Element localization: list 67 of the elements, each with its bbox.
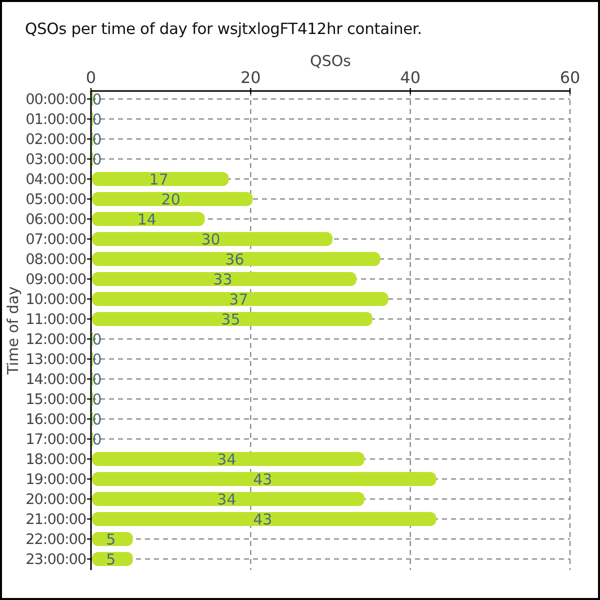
y-tick-label: 13:00:00 [26, 352, 86, 368]
data-label: 0 [92, 150, 102, 168]
x-tick-label: 20 [240, 68, 261, 87]
data-label: 0 [92, 410, 102, 428]
data-label: 43 [253, 510, 272, 528]
y-tick-label: 20:00:00 [26, 492, 86, 508]
y-tick-label: 00:00:00 [26, 92, 86, 108]
y-tick-label: 18:00:00 [26, 452, 86, 468]
y-tick-label: 05:00:00 [26, 192, 86, 208]
y-tick-label: 16:00:00 [26, 412, 86, 428]
x-tick-label: 0 [86, 68, 96, 87]
data-label: 33 [213, 270, 232, 288]
bar [92, 252, 380, 266]
y-tick-label: 07:00:00 [26, 232, 86, 248]
data-label: 0 [92, 330, 102, 348]
data-label: 14 [137, 210, 156, 228]
bar [92, 292, 388, 306]
data-label: 5 [106, 550, 116, 568]
y-tick-label: 04:00:00 [26, 172, 86, 188]
data-label: 17 [149, 170, 168, 188]
data-label: 0 [92, 370, 102, 388]
y-tick-label: 21:00:00 [26, 512, 86, 528]
data-label: 0 [92, 90, 102, 108]
y-tick-label: 11:00:00 [26, 312, 86, 328]
bar [92, 232, 332, 246]
y-tick-label: 08:00:00 [26, 252, 86, 268]
data-label: 34 [217, 490, 236, 508]
y-tick-label: 22:00:00 [26, 532, 86, 548]
bar [92, 452, 364, 466]
y-tick-label: 15:00:00 [26, 392, 86, 408]
data-label: 37 [229, 290, 248, 308]
y-tick-label: 12:00:00 [26, 332, 86, 348]
y-tick-label: 02:00:00 [26, 132, 86, 148]
data-label: 43 [253, 470, 272, 488]
data-label: 30 [201, 230, 220, 248]
bar [92, 312, 372, 326]
y-tick-label: 23:00:00 [26, 552, 86, 568]
y-tick-label: 19:00:00 [26, 472, 86, 488]
y-axis-title: Time of day [4, 286, 22, 376]
bar [92, 492, 364, 506]
chart-title: QSOs per time of day for wsjtxlogFT412hr container. [25, 20, 422, 38]
data-label: 5 [106, 530, 116, 548]
x-tick-label: 40 [400, 68, 421, 87]
y-tick-label: 01:00:00 [26, 112, 86, 128]
data-label: 20 [161, 190, 180, 208]
bar [92, 212, 205, 226]
data-label: 0 [92, 130, 102, 148]
y-tick-label: 06:00:00 [26, 212, 86, 228]
y-tick-label: 03:00:00 [26, 152, 86, 168]
y-tick-label: 17:00:00 [26, 432, 86, 448]
bar [92, 472, 436, 486]
y-tick-label: 14:00:00 [26, 372, 86, 388]
data-label: 0 [92, 110, 102, 128]
data-label: 0 [92, 430, 102, 448]
y-tick-label: 10:00:00 [26, 292, 86, 308]
x-tick-label: 60 [560, 68, 580, 87]
y-tick-label: 09:00:00 [26, 272, 86, 288]
bar [92, 512, 436, 526]
data-label: 0 [92, 350, 102, 368]
data-label: 35 [221, 310, 240, 328]
bar [92, 172, 229, 186]
data-label: 36 [225, 250, 244, 268]
data-label: 34 [217, 450, 236, 468]
data-label: 0 [92, 390, 102, 408]
bar [92, 272, 356, 286]
x-axis-title: QSOs [310, 52, 352, 70]
bar [92, 192, 253, 206]
